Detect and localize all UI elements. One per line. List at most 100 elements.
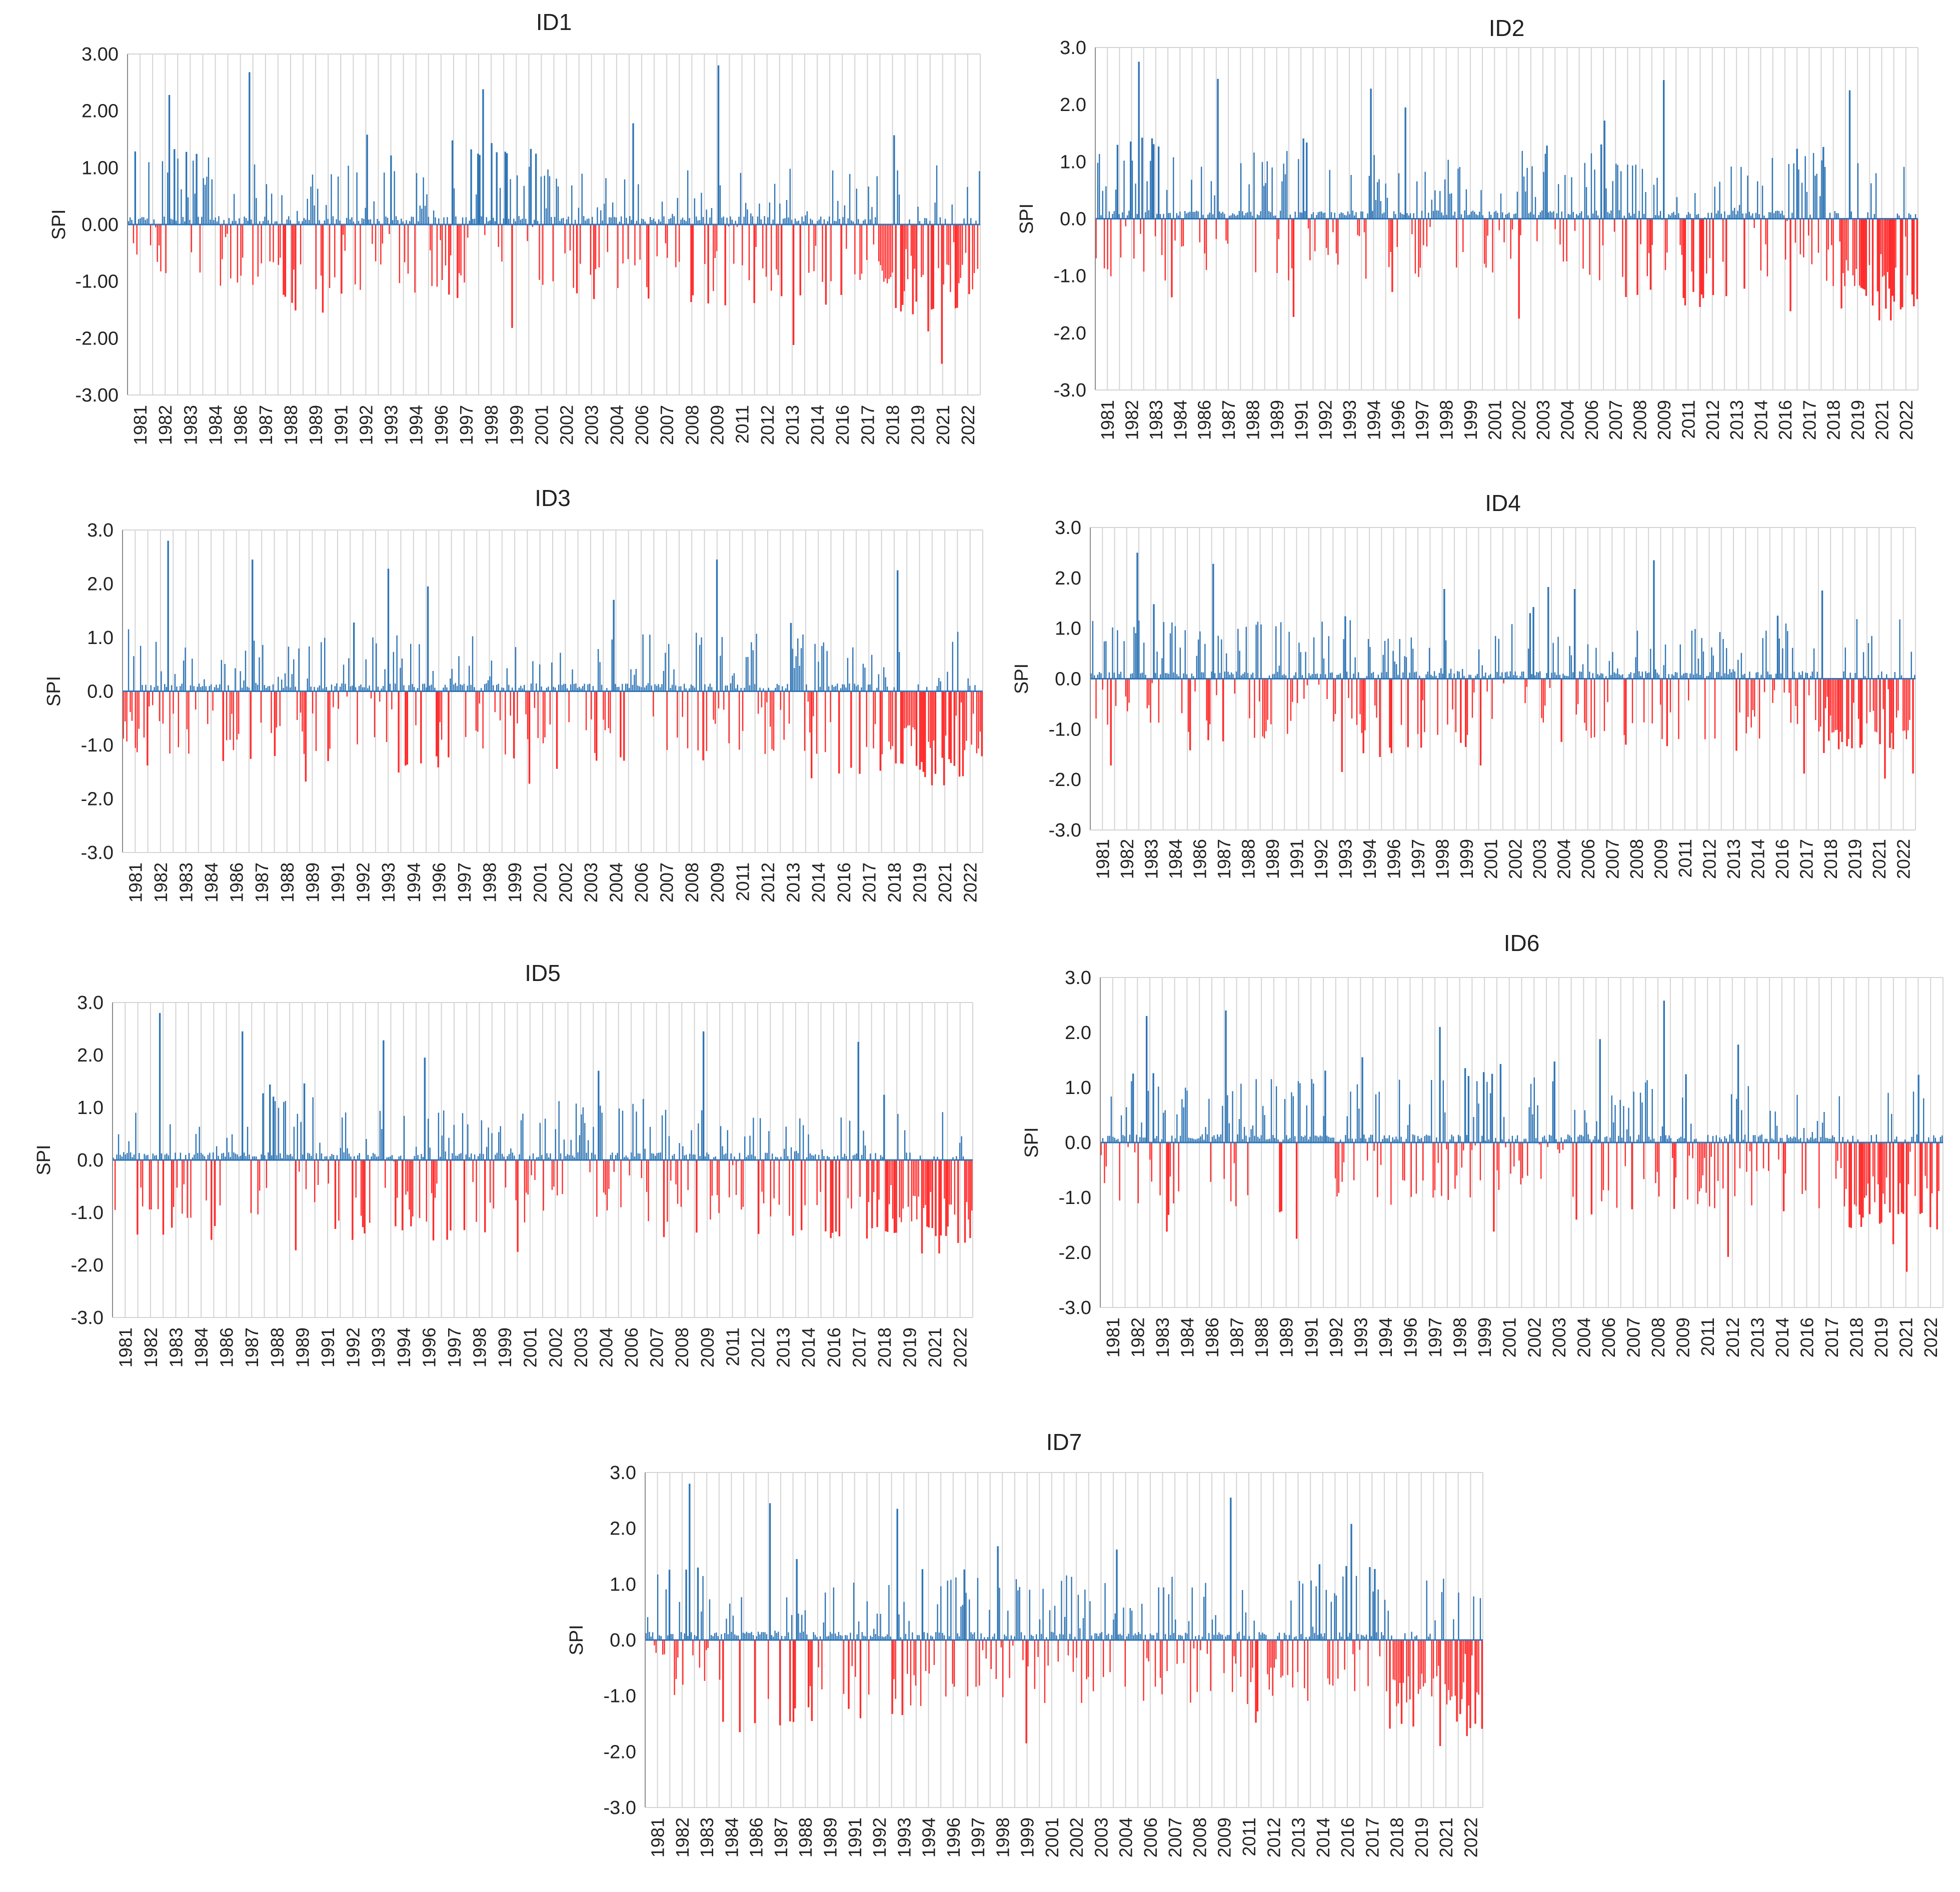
x-tick-label: 2004: [607, 405, 627, 445]
x-tick-label: 1996: [1400, 1318, 1420, 1358]
x-tick-label: 1996: [1384, 839, 1404, 879]
x-tick-label: 1988: [277, 862, 298, 902]
x-tick-label: 1989: [302, 862, 323, 902]
y-tick-label: 1.0: [77, 1098, 104, 1118]
x-tick-label: 2003: [1529, 839, 1550, 879]
y-tick-label: 3.0: [1055, 518, 1081, 538]
x-tick-label: 1984: [1177, 1318, 1197, 1358]
x-tick-label: 2016: [834, 862, 854, 902]
x-tick-label: 2016: [1775, 400, 1795, 440]
x-tick-label: 2007: [657, 862, 677, 902]
chart-panel-id4: ID4 SPI 3.0 2.0 1.0 0.0 -1.0 -2.0 -3.0 1981 1982 19…: [998, 475, 1953, 935]
y-tick-label: -3.00: [75, 385, 119, 406]
x-tick-label: 1986: [227, 862, 247, 902]
x-tick-label: 2016: [824, 1328, 844, 1368]
x-tick-label: 1998: [1450, 1318, 1470, 1358]
y-tick-label: 1.0: [610, 1574, 636, 1595]
x-tick-label: 1996: [1388, 400, 1408, 440]
x-tick-label: 1998: [480, 862, 500, 902]
x-tick-label: 2012: [748, 1328, 768, 1368]
x-tick-label: 1987: [242, 1328, 262, 1368]
y-tick-label: -1.0: [1059, 1188, 1091, 1208]
x-tick-label: 2006: [1581, 400, 1602, 440]
x-tick-label: 1994: [404, 862, 424, 902]
x-tick-label: 1996: [429, 862, 449, 902]
chart-title: ID1: [536, 9, 572, 35]
x-tick-label: 1991: [1291, 400, 1311, 440]
x-tick-label: 2009: [1673, 1318, 1693, 1358]
x-tick-label: 1993: [894, 1818, 914, 1858]
x-tick-label: 1998: [1432, 839, 1453, 879]
x-tick-label: 2009: [1654, 400, 1674, 440]
x-tick-label: 1981: [648, 1818, 668, 1858]
x-tick-label: 2019: [1845, 839, 1865, 879]
x-tick-label: 1994: [1359, 839, 1380, 879]
x-tick-label: 2017: [1799, 400, 1819, 440]
x-tick-label: 2006: [1140, 1818, 1161, 1858]
x-tick-label: 2013: [783, 862, 804, 902]
y-axis-label: SPI: [44, 676, 65, 706]
y-tick-label: -2.00: [75, 328, 119, 349]
x-tick-label: 1997: [968, 1818, 988, 1858]
x-tick-label: 2022: [950, 1328, 971, 1368]
x-tick-label: 2022: [1460, 1818, 1481, 1858]
y-tick-label: 3.00: [82, 44, 119, 65]
x-tick-label: 2009: [707, 405, 727, 445]
x-tick-label: 2001: [520, 1328, 541, 1368]
y-tick-label: -1.0: [71, 1202, 104, 1224]
y-tick-label: 1.0: [1065, 1078, 1091, 1098]
x-tick-label: 1988: [1242, 400, 1263, 440]
x-tick-label: 2011: [1697, 1318, 1718, 1356]
y-tick-label: 1.00: [82, 158, 119, 178]
x-tick-label: 1992: [353, 862, 374, 902]
y-tick-label: 0.0: [610, 1630, 636, 1651]
x-tick-label: 2007: [1605, 400, 1626, 440]
y-axis-label: SPI: [566, 1624, 587, 1655]
x-tick-label: 2014: [1313, 1818, 1333, 1858]
x-tick-label: 1984: [206, 405, 226, 445]
x-tick-label: 2021: [925, 1328, 945, 1368]
x-tick-label: 1983: [180, 405, 201, 445]
x-tick-label: 2003: [1549, 1318, 1569, 1358]
x-tick-label: 1987: [1214, 839, 1234, 879]
y-tick-label: -2.0: [71, 1255, 104, 1276]
x-tick-label: 2001: [1481, 839, 1501, 879]
chart-title: ID3: [535, 485, 571, 511]
x-tick-label: 1984: [201, 862, 222, 902]
x-tick-label: 2019: [908, 405, 928, 445]
x-tick-label: 1989: [306, 405, 326, 445]
x-tick-label: 2018: [882, 405, 903, 445]
x-tick-label: 2002: [1524, 1318, 1544, 1358]
x-tick-label: 2014: [808, 862, 829, 902]
y-tick-label: 3.0: [1060, 38, 1086, 58]
x-tick-label: 2002: [555, 862, 576, 902]
x-tick-label: 1991: [845, 1818, 865, 1858]
x-tick-label: 2003: [1091, 1818, 1111, 1858]
y-tick-label: 0.0: [1065, 1132, 1091, 1154]
x-tick-label: 2001: [531, 405, 552, 445]
x-tick-label: 1988: [795, 1818, 816, 1858]
x-tick-label: 1983: [1141, 839, 1161, 879]
x-tick-label: 2021: [1869, 839, 1889, 879]
x-tick-label: 2021: [935, 862, 955, 902]
x-tick-label: 1999: [1460, 400, 1481, 440]
x-tick-label: 2007: [1602, 839, 1622, 879]
x-tick-label: 2012: [758, 862, 778, 902]
x-tick-label: 1991: [331, 405, 351, 445]
x-tick-label: 2004: [1553, 839, 1574, 879]
chart-title: ID2: [1489, 15, 1525, 41]
x-tick-label: 2009: [1650, 839, 1671, 879]
x-tick-label: 1989: [292, 1328, 313, 1368]
y-tick-label: 0.0: [1060, 209, 1086, 230]
x-tick-label: 1993: [1339, 400, 1360, 440]
x-tick-label: 2007: [657, 405, 677, 445]
x-tick-label: 1994: [394, 1328, 414, 1368]
x-tick-label: 2011: [722, 1328, 743, 1366]
x-tick-label: 1986: [217, 1328, 237, 1368]
x-tick-label: 2006: [1578, 839, 1598, 879]
x-tick-label: 1997: [456, 405, 477, 445]
x-tick-label: 2018: [1846, 1318, 1867, 1358]
x-tick-label: 1997: [444, 1328, 465, 1368]
x-tick-label: 2018: [1820, 839, 1841, 879]
x-tick-label: 2019: [900, 1328, 920, 1368]
